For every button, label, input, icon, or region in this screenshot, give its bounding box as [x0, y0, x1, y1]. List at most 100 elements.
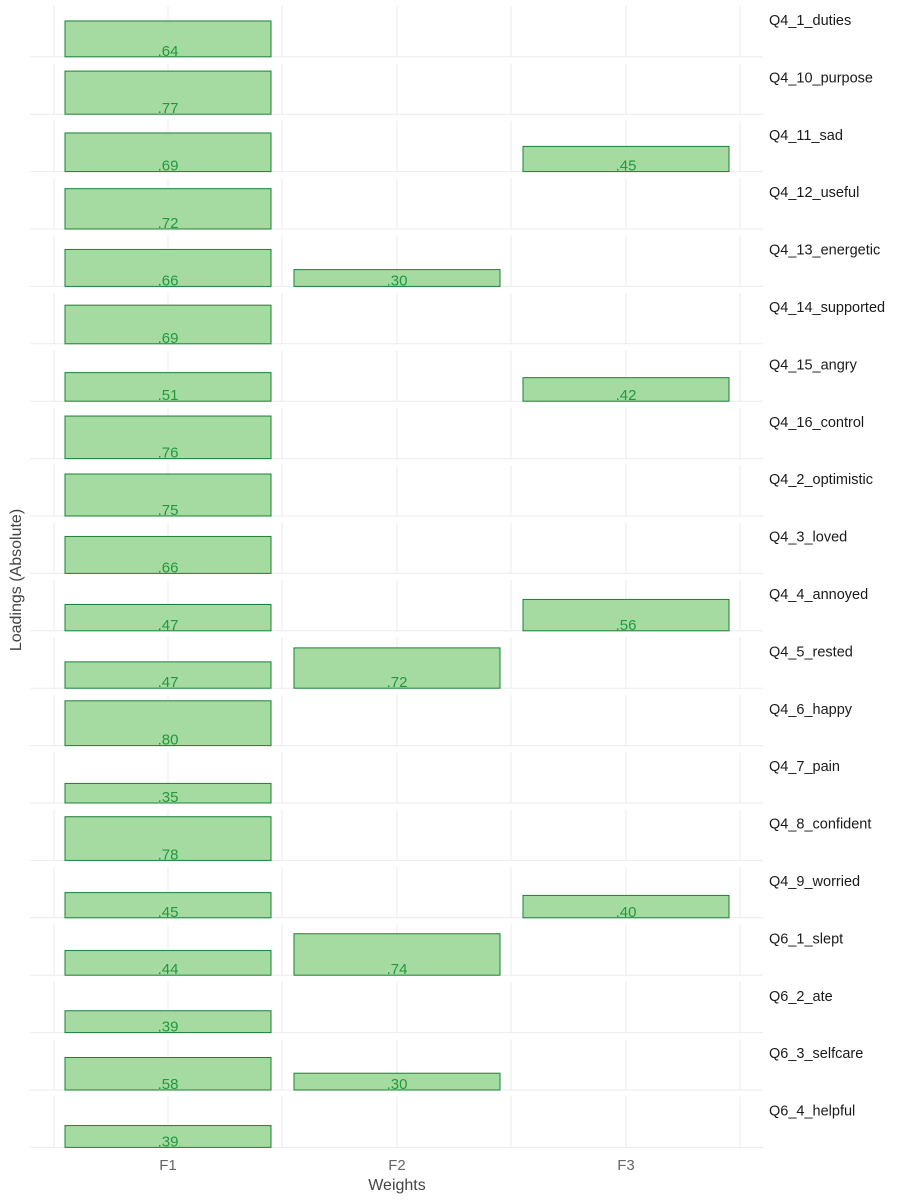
value-label: .45 [158, 904, 179, 921]
bar [293, 647, 501, 689]
facet-label: Q4_14_supported [769, 300, 885, 316]
facet-panel: .64 Q4_1_duties [30, 6, 851, 60]
facet-label: Q4_10_purpose [769, 70, 873, 86]
value-label: .80 [158, 732, 179, 749]
x-axis-title: Weights [368, 1177, 426, 1194]
facet-panel: .35 Q4_7_pain [30, 752, 840, 806]
facet-panel: .69 .45 Q4_11_sad [30, 120, 843, 175]
bar [64, 603, 272, 632]
facet-panel: .58 .30 Q6_3_selfcare [30, 1039, 863, 1093]
value-label: .72 [158, 215, 179, 232]
value-label: .40 [616, 904, 637, 921]
value-label: .35 [158, 789, 179, 806]
bar [64, 1057, 272, 1091]
bar [64, 304, 272, 345]
bar [522, 598, 730, 632]
x-tick-label: F3 [617, 1157, 635, 1174]
value-label: .74 [387, 961, 408, 978]
facet-label: Q4_15_angry [769, 357, 858, 373]
bar [64, 132, 272, 173]
facet-label: Q4_6_happy [769, 702, 853, 718]
facet-panel: .66 .30 Q4_13_energetic [30, 235, 880, 289]
value-label: .44 [158, 961, 179, 978]
value-label: .39 [158, 1133, 179, 1150]
facet-label: Q4_1_duties [769, 13, 851, 29]
facet-panel: .66 Q4_3_loved [30, 522, 847, 576]
facet-label: Q4_5_rested [769, 644, 853, 660]
bar [293, 1072, 501, 1091]
bar [64, 1125, 272, 1148]
facet-label: Q4_11_sad [769, 128, 843, 144]
bar [64, 950, 272, 976]
bar [522, 145, 730, 173]
value-label: .51 [158, 387, 179, 404]
facet-panel: .47 .56 Q4_4_annoyed [30, 580, 868, 634]
value-label: .76 [158, 445, 179, 462]
bar [64, 188, 272, 230]
facet-panel: .78 Q4_8_confident [30, 809, 871, 863]
facet-label: Q4_4_annoyed [769, 587, 868, 603]
facet-panel: .39 Q6_4_helpful [30, 1096, 855, 1150]
facet-panel: .39 Q6_2_ate [30, 981, 833, 1036]
bar [64, 892, 272, 919]
facet-panel: .45 .40 Q4_9_worried [30, 867, 860, 921]
plot-area: .64 Q4_1_duties .77 Q4_10_purpose .69 .45 Q4_1… [30, 6, 885, 1150]
bar [293, 933, 501, 976]
bar [293, 269, 501, 287]
facet-panel: .69 Q4_14_supported [30, 293, 885, 347]
facet-label: Q4_12_useful [769, 185, 859, 201]
facet-label: Q4_7_pain [769, 759, 840, 775]
bar [522, 377, 730, 402]
bar [64, 782, 272, 804]
bar [64, 415, 272, 460]
bar [64, 248, 272, 287]
value-label: .72 [387, 674, 408, 691]
value-label: .30 [387, 272, 408, 289]
bar [522, 894, 730, 919]
bar [64, 661, 272, 689]
value-label: .66 [158, 272, 179, 289]
bar [64, 700, 272, 747]
value-label: .39 [158, 1019, 179, 1036]
facet-label: Q6_2_ate [769, 989, 833, 1005]
facet-label: Q4_16_control [769, 415, 864, 431]
bar [64, 20, 272, 58]
value-label: .47 [158, 617, 179, 634]
facet-panel: .72 Q4_12_useful [30, 178, 859, 232]
bar [64, 372, 272, 402]
value-label: .78 [158, 846, 179, 863]
value-label: .47 [158, 674, 179, 691]
value-label: .75 [158, 502, 179, 519]
bar [64, 70, 272, 115]
facet-panel: .47 .72 Q4_5_rested [30, 637, 853, 691]
bar [64, 473, 272, 517]
value-label: .77 [158, 100, 179, 117]
bar [64, 816, 272, 861]
facet-label: Q4_9_worried [769, 874, 860, 890]
facet-panel: .77 Q4_10_purpose [30, 63, 873, 117]
facet-label: Q4_8_confident [769, 817, 871, 833]
facet-panel: .51 .42 Q4_15_angry [30, 350, 858, 404]
value-label: .56 [616, 617, 637, 634]
facet-panel: .80 Q4_6_happy [30, 694, 853, 749]
value-label: .30 [387, 1076, 408, 1093]
bar [64, 535, 272, 574]
value-label: .45 [616, 158, 637, 175]
facet-label: Q4_2_optimistic [769, 472, 873, 488]
facet-label: Q6_1_slept [769, 931, 843, 947]
facet-panel: .76 Q4_16_control [30, 407, 864, 462]
x-tick-label: F2 [388, 1157, 406, 1174]
value-label: .69 [158, 158, 179, 175]
facet-panel: .44 .74 Q6_1_slept [30, 924, 843, 978]
bar [64, 1010, 272, 1034]
value-label: .66 [158, 559, 179, 576]
value-label: .64 [158, 43, 179, 60]
facet-label: Q6_4_helpful [769, 1104, 855, 1120]
x-tick-label: F1 [159, 1157, 177, 1174]
y-axis-title: Loadings (Absolute) [8, 509, 25, 651]
facet-label: Q4_13_energetic [769, 243, 880, 259]
value-label: .42 [616, 387, 637, 404]
facet-panel: .75 Q4_2_optimistic [30, 465, 873, 519]
x-axis-ticks: F1 F2 F3 [159, 1157, 635, 1174]
